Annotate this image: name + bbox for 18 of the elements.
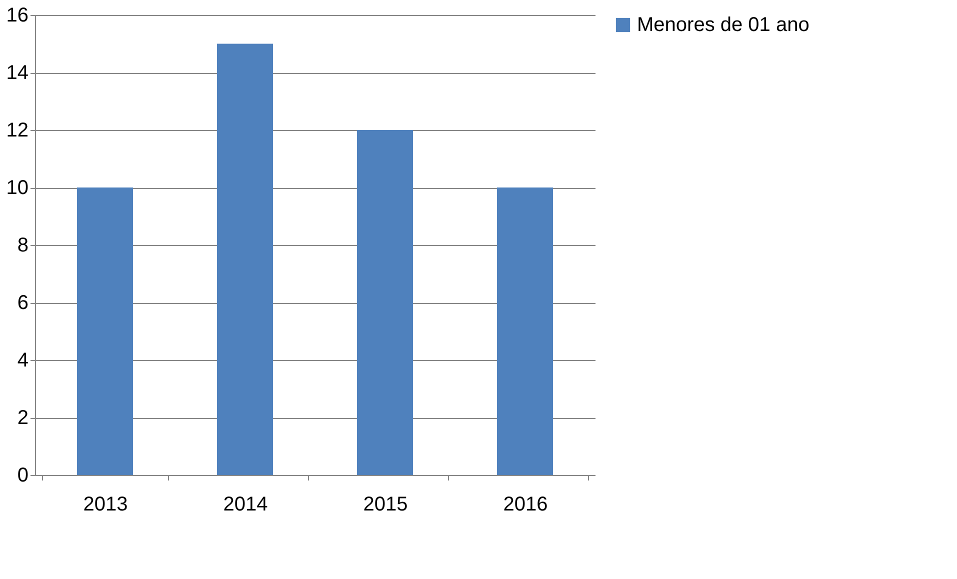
y-tick-label: 4	[17, 350, 28, 372]
x-tick-label: 2015	[363, 494, 408, 516]
bar	[77, 188, 133, 475]
y-tick-label: 8	[17, 234, 28, 256]
x-tick-label: 2014	[223, 494, 268, 516]
y-tick-label: 2	[17, 407, 28, 429]
x-tick-label: 2016	[503, 494, 548, 516]
y-tick-label: 0	[17, 464, 28, 486]
bar	[357, 130, 413, 475]
x-tick-label: 2013	[83, 494, 128, 516]
bar	[217, 44, 273, 475]
y-tick-label: 12	[6, 120, 28, 142]
y-tick-label: 16	[6, 4, 28, 26]
legend-label: Menores de 01 ano	[637, 14, 810, 36]
y-tick-label: 14	[6, 62, 28, 84]
y-tick-label: 10	[6, 177, 28, 199]
bar	[497, 188, 553, 475]
y-tick-label: 6	[17, 292, 28, 314]
